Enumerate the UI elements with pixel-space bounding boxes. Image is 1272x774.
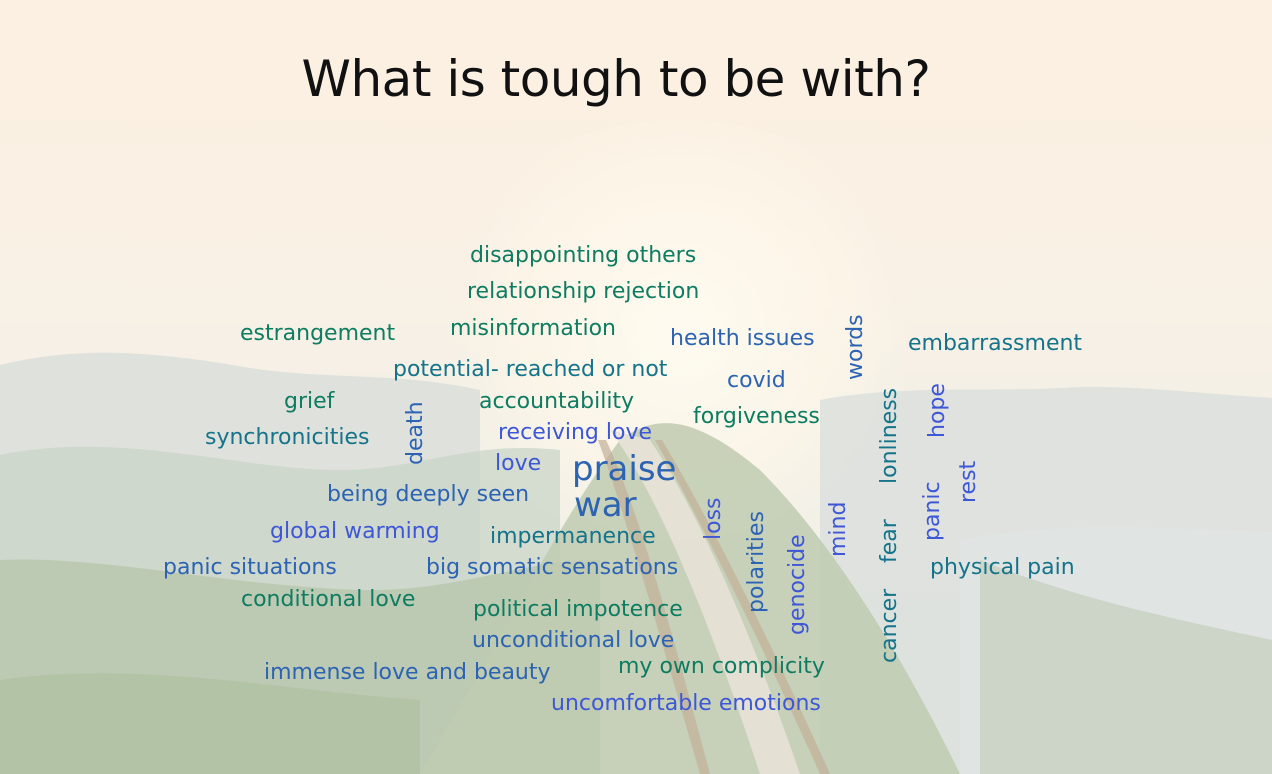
word-conditional-love: conditional love [241, 587, 416, 612]
word-death: death [403, 401, 428, 465]
word-mind: mind [826, 501, 851, 557]
word-hope: hope [925, 383, 950, 438]
word-receiving-love: receiving love [498, 420, 652, 445]
word-big-somatic-sensations: big somatic sensations [426, 555, 679, 580]
word-loss: loss [701, 497, 726, 541]
word-my-own-complicity: my own complicity [618, 654, 825, 679]
word-polarities: polarities [744, 511, 769, 613]
word-grief: grief [284, 389, 335, 414]
word-covid: covid [727, 368, 786, 393]
page-title: What is tough to be with? [301, 50, 931, 108]
word-immense-love-and-beauty: immense love and beauty [264, 660, 551, 685]
word-estrangement: estrangement [240, 321, 396, 346]
word-love: love [495, 451, 542, 476]
word-lonliness: lonliness [877, 387, 902, 484]
word-fear: fear [877, 519, 902, 563]
word-global-warming: global warming [270, 519, 440, 544]
word-cancer: cancer [877, 588, 902, 663]
word-misinformation: misinformation [450, 316, 616, 341]
word-uncomfortable-emotions: uncomfortable emotions [551, 691, 821, 716]
word-embarrassment: embarrassment [908, 331, 1083, 356]
word-impermanence: impermanence [490, 524, 656, 549]
word-praise: praise [572, 449, 677, 489]
word-panic: panic [920, 481, 945, 541]
word-accountability: accountability [479, 389, 635, 414]
word-genocide: genocide [785, 534, 810, 635]
word-physical-pain: physical pain [930, 555, 1075, 580]
word-words: words [843, 314, 868, 380]
word-disappointing-others: disappointing others [470, 243, 697, 268]
word-panic-situations: panic situations [163, 555, 337, 580]
word-forgiveness: forgiveness [693, 404, 820, 429]
word-war: war [574, 485, 637, 525]
word-relationship-rejection: relationship rejection [467, 279, 700, 304]
word-being-deeply-seen: being deeply seen [327, 482, 530, 507]
word-health-issues: health issues [670, 326, 815, 351]
word-potential-reached-or-not: potential- reached or not [393, 357, 668, 382]
word-unconditional-love: unconditional love [472, 628, 675, 653]
word-rest: rest [956, 460, 981, 503]
word-political-impotence: political impotence [473, 597, 683, 622]
word-synchronicities: synchronicities [205, 425, 370, 450]
